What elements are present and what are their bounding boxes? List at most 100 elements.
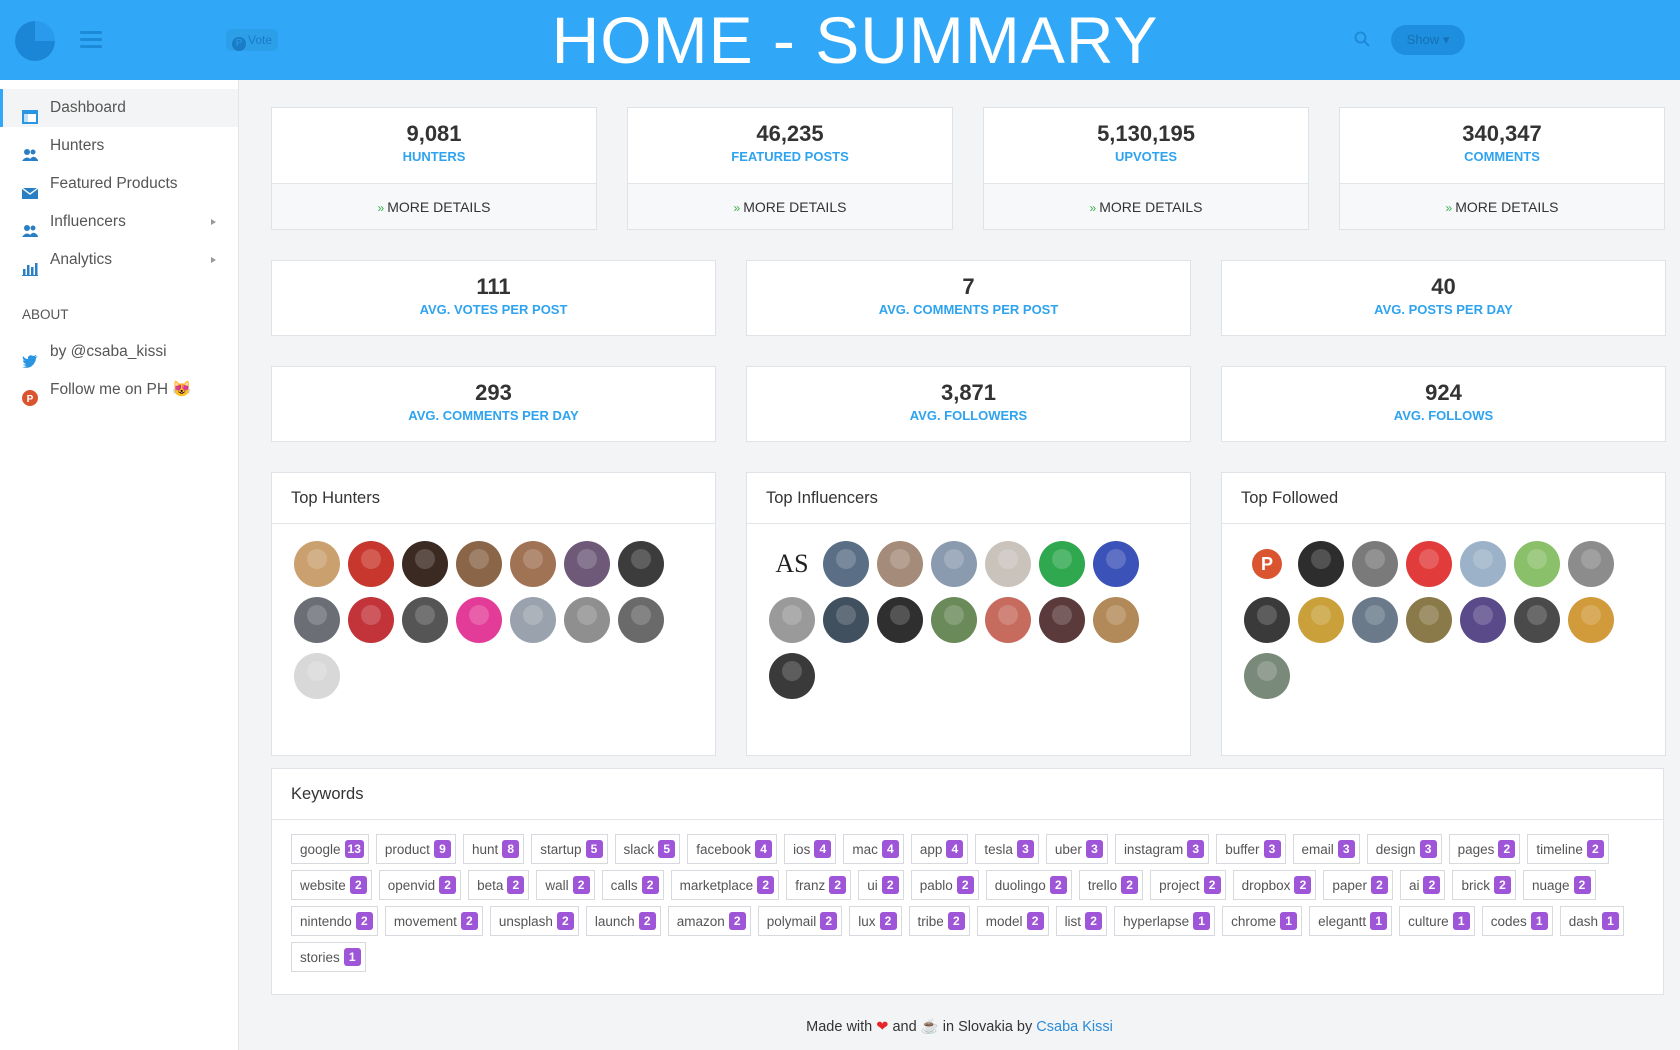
author-link[interactable]: Csaba Kissi xyxy=(1036,1019,1113,1035)
avatar[interactable]: P xyxy=(1244,541,1290,587)
keyword-tag[interactable]: ai 2 xyxy=(1399,870,1446,900)
keyword-tag[interactable]: elegantt 1 xyxy=(1309,906,1393,936)
about-item-0[interactable]: by @csaba_kissi xyxy=(0,333,238,371)
keyword-tag[interactable]: startup 5 xyxy=(531,834,608,864)
keyword-tag[interactable]: ui 2 xyxy=(858,870,904,900)
keyword-tag[interactable]: tesla 3 xyxy=(975,834,1039,864)
keyword-tag[interactable]: amazon 2 xyxy=(667,906,751,936)
keyword-tag[interactable]: dropbox 2 xyxy=(1232,870,1317,900)
keyword-tag[interactable]: instagram 3 xyxy=(1114,834,1210,864)
avatar[interactable] xyxy=(510,541,556,587)
keyword-tag[interactable]: buffer 3 xyxy=(1216,834,1286,864)
avatar[interactable] xyxy=(1298,541,1344,587)
keyword-tag[interactable]: hunt 8 xyxy=(462,834,525,864)
sidebar-item-featured-products[interactable]: Featured Products xyxy=(0,165,238,203)
avatar[interactable] xyxy=(1514,597,1560,643)
keyword-tag[interactable]: product 9 xyxy=(375,834,456,864)
avatar[interactable] xyxy=(1244,653,1290,699)
keyword-tag[interactable]: wall 2 xyxy=(536,870,595,900)
keyword-tag[interactable]: app 4 xyxy=(910,834,969,864)
keyword-tag[interactable]: facebook 4 xyxy=(687,834,778,864)
keyword-tag[interactable]: timeline 2 xyxy=(1527,834,1609,864)
keyword-tag[interactable]: beta 2 xyxy=(468,870,530,900)
sidebar-item-dashboard[interactable]: Dashboard xyxy=(0,89,238,127)
avatar[interactable] xyxy=(1568,541,1614,587)
avatar[interactable] xyxy=(618,541,664,587)
avatar[interactable] xyxy=(877,597,923,643)
app-logo-icon[interactable] xyxy=(15,21,55,61)
avatar[interactable] xyxy=(823,541,869,587)
more-details-link[interactable]: » MORE DETAILS xyxy=(984,183,1308,229)
keyword-tag[interactable]: stories 1 xyxy=(291,942,366,972)
keyword-tag[interactable]: franz 2 xyxy=(786,870,852,900)
keyword-tag[interactable]: nintendo 2 xyxy=(291,906,378,936)
avatar[interactable] xyxy=(348,597,394,643)
sidebar-item-influencers[interactable]: Influencers xyxy=(0,203,238,241)
avatar[interactable] xyxy=(402,597,448,643)
keyword-tag[interactable]: lux 2 xyxy=(849,906,902,936)
menu-toggle-icon[interactable] xyxy=(80,31,102,49)
keyword-tag[interactable]: movement 2 xyxy=(384,906,483,936)
avatar[interactable] xyxy=(402,541,448,587)
avatar[interactable] xyxy=(931,597,977,643)
keyword-tag[interactable]: polymail 2 xyxy=(757,906,843,936)
avatar[interactable] xyxy=(1406,597,1452,643)
keyword-tag[interactable]: email 3 xyxy=(1292,834,1360,864)
keyword-tag[interactable]: paper 2 xyxy=(1323,870,1393,900)
avatar[interactable] xyxy=(985,597,1031,643)
more-details-link[interactable]: » MORE DETAILS xyxy=(272,183,596,229)
keyword-tag[interactable]: trello 2 xyxy=(1078,870,1144,900)
keyword-tag[interactable]: model 2 xyxy=(976,906,1049,936)
avatar[interactable] xyxy=(1460,541,1506,587)
avatar[interactable] xyxy=(1093,541,1139,587)
avatar[interactable] xyxy=(1406,541,1452,587)
keyword-tag[interactable]: google 13 xyxy=(291,834,369,864)
more-details-link[interactable]: » MORE DETAILS xyxy=(628,183,952,229)
avatar[interactable] xyxy=(931,541,977,587)
avatar[interactable] xyxy=(1298,597,1344,643)
avatar[interactable] xyxy=(564,541,610,587)
keyword-tag[interactable]: website 2 xyxy=(291,870,372,900)
keyword-tag[interactable]: hyperlapse 1 xyxy=(1114,906,1216,936)
keyword-tag[interactable]: slack 5 xyxy=(614,834,681,864)
sidebar-item-hunters[interactable]: Hunters xyxy=(0,127,238,165)
avatar[interactable] xyxy=(456,597,502,643)
keyword-tag[interactable]: tribe 2 xyxy=(908,906,970,936)
keyword-tag[interactable]: launch 2 xyxy=(585,906,661,936)
keyword-tag[interactable]: uber 3 xyxy=(1045,834,1108,864)
avatar[interactable] xyxy=(1352,597,1398,643)
keyword-tag[interactable]: chrome 1 xyxy=(1222,906,1303,936)
keyword-tag[interactable]: pablo 2 xyxy=(910,870,979,900)
avatar[interactable] xyxy=(564,597,610,643)
keyword-tag[interactable]: design 3 xyxy=(1366,834,1442,864)
avatar[interactable] xyxy=(294,597,340,643)
keyword-tag[interactable]: brick 2 xyxy=(1452,870,1516,900)
avatar[interactable] xyxy=(1514,541,1560,587)
keyword-tag[interactable]: openvid 2 xyxy=(378,870,462,900)
avatar[interactable] xyxy=(294,653,340,699)
avatar[interactable] xyxy=(823,597,869,643)
avatar[interactable] xyxy=(1352,541,1398,587)
avatar[interactable] xyxy=(456,541,502,587)
avatar[interactable] xyxy=(1460,597,1506,643)
keyword-tag[interactable]: calls 2 xyxy=(601,870,664,900)
avatar[interactable] xyxy=(1039,541,1085,587)
vote-button[interactable]: P Vote xyxy=(226,29,279,51)
avatar[interactable]: AS xyxy=(769,541,815,587)
keyword-tag[interactable]: unsplash 2 xyxy=(489,906,579,936)
keyword-tag[interactable]: project 2 xyxy=(1150,870,1226,900)
avatar[interactable] xyxy=(877,541,923,587)
keyword-tag[interactable]: pages 2 xyxy=(1448,834,1521,864)
sidebar-item-analytics[interactable]: Analytics xyxy=(0,241,238,279)
avatar[interactable] xyxy=(1039,597,1085,643)
keyword-tag[interactable]: marketplace 2 xyxy=(670,870,780,900)
avatar[interactable] xyxy=(1093,597,1139,643)
keyword-tag[interactable]: nuage 2 xyxy=(1522,870,1596,900)
avatar[interactable] xyxy=(769,653,815,699)
keyword-tag[interactable]: culture 1 xyxy=(1399,906,1475,936)
keyword-tag[interactable]: codes 1 xyxy=(1481,906,1553,936)
avatar[interactable] xyxy=(985,541,1031,587)
avatar[interactable] xyxy=(618,597,664,643)
keyword-tag[interactable]: duolingo 2 xyxy=(985,870,1072,900)
keyword-tag[interactable]: list 2 xyxy=(1055,906,1108,936)
